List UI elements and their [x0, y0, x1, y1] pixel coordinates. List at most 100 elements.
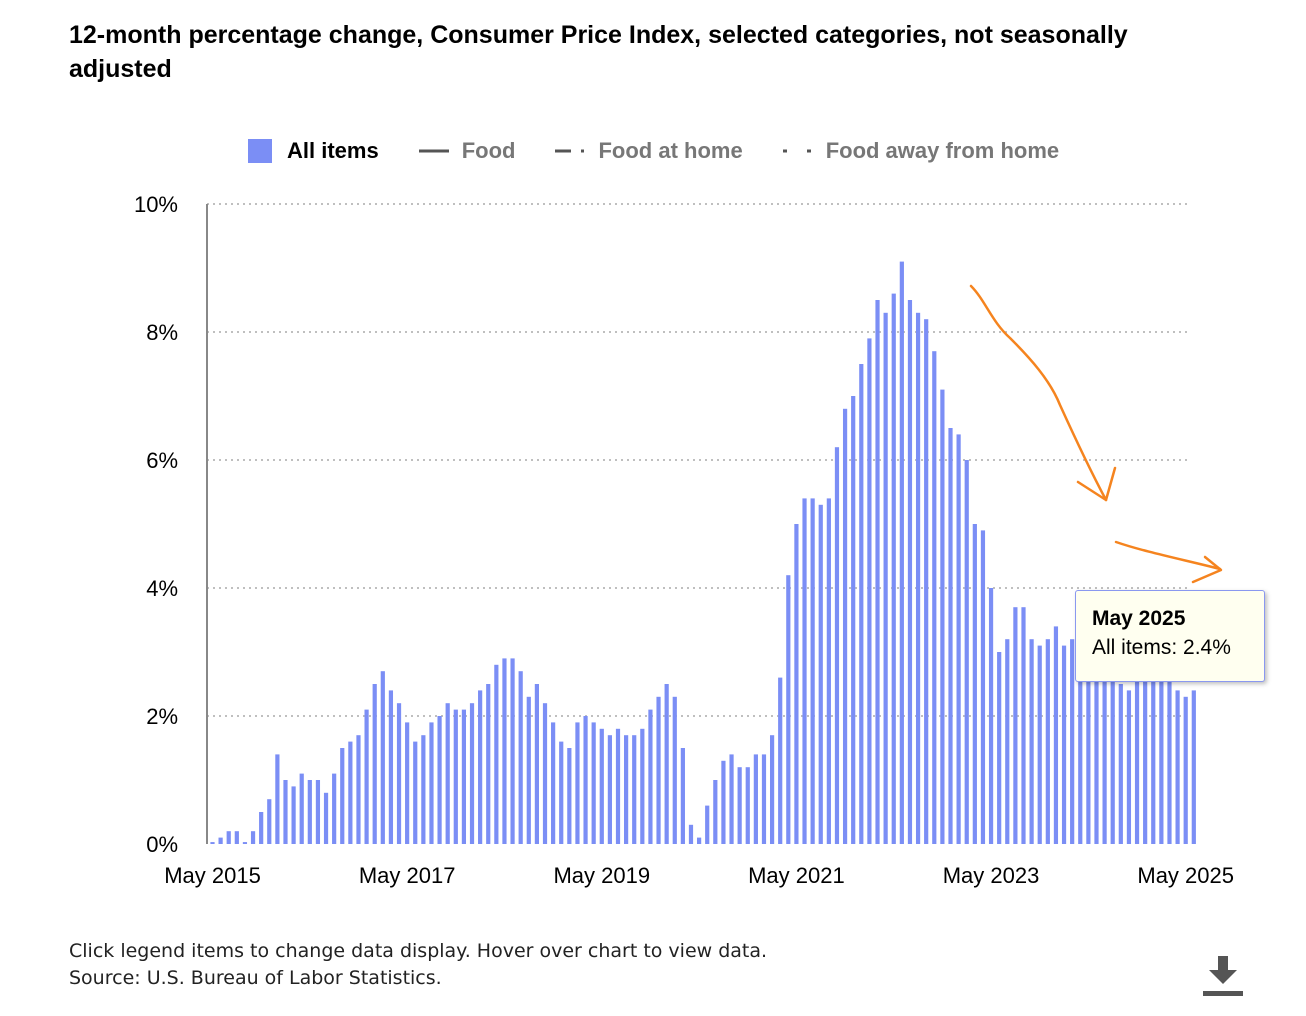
bar-46[interactable]: [583, 716, 588, 844]
bar-37[interactable]: [510, 658, 515, 844]
bar-12[interactable]: [307, 780, 312, 844]
bar-45[interactable]: [575, 722, 580, 844]
bar-57[interactable]: [672, 696, 677, 844]
bar-31[interactable]: [461, 709, 467, 844]
bar-56[interactable]: [664, 684, 669, 844]
bar-101[interactable]: [1029, 639, 1034, 844]
bar-93[interactable]: [964, 460, 969, 844]
bar-14[interactable]: [323, 792, 329, 844]
bar-55[interactable]: [656, 696, 661, 844]
bar-119[interactable]: [1175, 690, 1180, 844]
bar-5[interactable]: [250, 831, 256, 844]
bar-34[interactable]: [486, 684, 491, 844]
bar-50[interactable]: [615, 728, 621, 844]
bar-66[interactable]: [745, 767, 750, 844]
bar-1[interactable]: [218, 837, 223, 844]
bar-58[interactable]: [680, 748, 685, 844]
bar-70[interactable]: [778, 677, 783, 844]
bar-21[interactable]: [380, 671, 385, 844]
bar-97[interactable]: [997, 652, 1002, 844]
bar-113[interactable]: [1126, 690, 1132, 844]
bar-118[interactable]: [1167, 664, 1172, 844]
bar-68[interactable]: [761, 754, 767, 844]
bar-100[interactable]: [1021, 607, 1026, 844]
bar-96[interactable]: [988, 588, 994, 844]
bar-81[interactable]: [867, 338, 872, 844]
bar-109[interactable]: [1094, 632, 1099, 844]
bar-27[interactable]: [429, 722, 434, 844]
bar-98[interactable]: [1005, 639, 1010, 844]
bar-85[interactable]: [899, 261, 904, 845]
bar-18[interactable]: [356, 735, 361, 844]
bar-24[interactable]: [405, 722, 410, 844]
legend-item-food-at-home[interactable]: Food at home: [555, 138, 743, 164]
bar-44[interactable]: [567, 748, 572, 844]
bar-120[interactable]: [1183, 696, 1188, 844]
bar-104[interactable]: [1053, 626, 1059, 844]
bar-16[interactable]: [340, 748, 345, 844]
bar-83[interactable]: [883, 312, 888, 844]
bar-117[interactable]: [1159, 652, 1164, 844]
bar-42[interactable]: [551, 722, 556, 844]
bar-8[interactable]: [275, 754, 280, 844]
bar-41[interactable]: [542, 703, 548, 844]
bar-91[interactable]: [948, 428, 953, 844]
bar-72[interactable]: [794, 524, 799, 844]
bar-6[interactable]: [259, 812, 264, 844]
bar-28[interactable]: [437, 716, 442, 844]
bar-9[interactable]: [283, 780, 288, 844]
bar-99[interactable]: [1013, 607, 1018, 844]
bar-25[interactable]: [413, 741, 418, 844]
bar-61[interactable]: [705, 805, 710, 844]
bar-121[interactable]: [1191, 690, 1196, 844]
bar-71[interactable]: [786, 575, 791, 844]
bar-11[interactable]: [299, 773, 304, 844]
bar-59[interactable]: [688, 824, 694, 844]
bar-23[interactable]: [396, 703, 402, 844]
bar-43[interactable]: [559, 741, 564, 844]
bar-32[interactable]: [469, 703, 475, 844]
bar-89[interactable]: [932, 351, 937, 844]
bar-94[interactable]: [972, 524, 977, 844]
bar-86[interactable]: [907, 300, 913, 844]
bar-90[interactable]: [940, 389, 945, 844]
bar-0[interactable]: [210, 842, 215, 844]
bar-106[interactable]: [1070, 639, 1075, 844]
bar-51[interactable]: [624, 735, 629, 844]
legend-item-all-items[interactable]: All items: [248, 138, 379, 164]
bar-54[interactable]: [648, 709, 653, 844]
bar-105[interactable]: [1061, 645, 1067, 844]
bar-62[interactable]: [713, 780, 718, 844]
bar-40[interactable]: [534, 684, 539, 844]
bar-114[interactable]: [1134, 677, 1140, 844]
bar-80[interactable]: [859, 364, 864, 844]
download-icon[interactable]: [1200, 953, 1246, 999]
legend-item-food[interactable]: Food: [418, 138, 515, 164]
bar-73[interactable]: [802, 498, 807, 844]
bar-17[interactable]: [348, 741, 353, 844]
bar-78[interactable]: [842, 408, 848, 844]
bar-65[interactable]: [737, 767, 742, 844]
bar-103[interactable]: [1045, 639, 1050, 844]
bar-64[interactable]: [729, 754, 734, 844]
bar-47[interactable]: [591, 722, 596, 844]
bar-102[interactable]: [1037, 645, 1042, 844]
bar-22[interactable]: [388, 690, 394, 844]
bar-79[interactable]: [851, 396, 856, 844]
bar-108[interactable]: [1086, 626, 1091, 844]
bar-7[interactable]: [267, 799, 272, 844]
bar-110[interactable]: [1102, 652, 1107, 844]
bar-15[interactable]: [332, 773, 337, 844]
bar-84[interactable]: [891, 293, 896, 845]
bar-77[interactable]: [834, 447, 840, 844]
bar-92[interactable]: [956, 434, 961, 844]
bar-49[interactable]: [607, 735, 612, 844]
bar-69[interactable]: [769, 735, 775, 844]
bar-116[interactable]: [1151, 658, 1156, 844]
bar-112[interactable]: [1118, 684, 1123, 844]
bar-39[interactable]: [526, 696, 531, 844]
bar-19[interactable]: [364, 709, 369, 844]
bar-35[interactable]: [494, 664, 499, 844]
bar-30[interactable]: [453, 709, 458, 844]
